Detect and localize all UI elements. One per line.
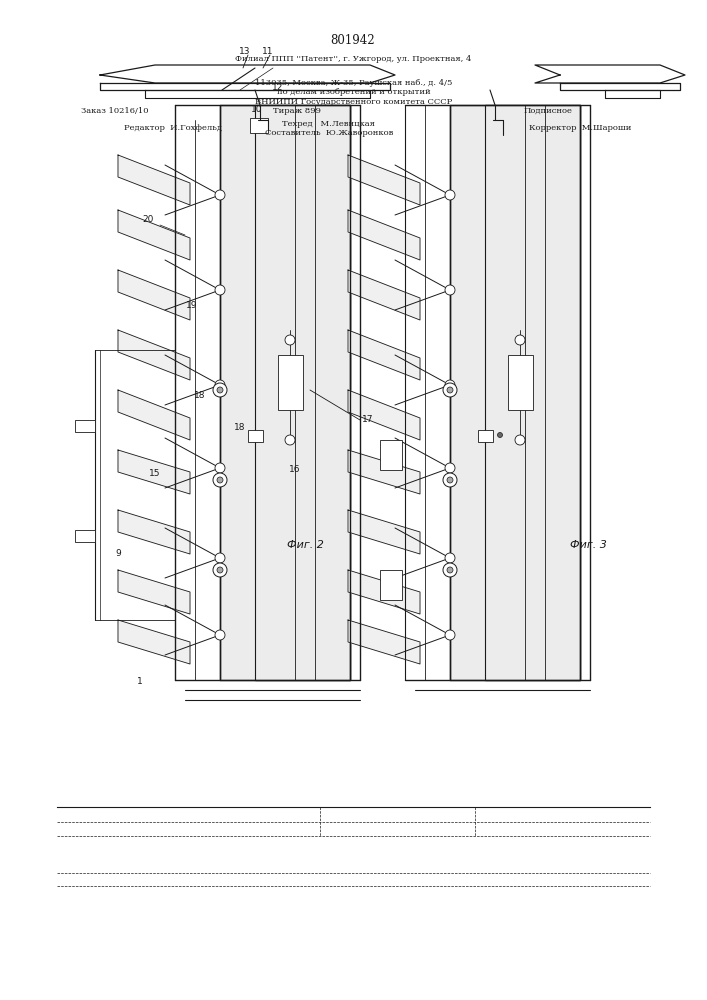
- Text: 801942: 801942: [331, 33, 375, 46]
- Text: 19: 19: [186, 300, 198, 310]
- Polygon shape: [118, 510, 190, 554]
- Polygon shape: [118, 270, 190, 320]
- Polygon shape: [535, 65, 685, 83]
- Circle shape: [445, 463, 455, 473]
- Text: Тираж 899: Тираж 899: [273, 107, 321, 115]
- Circle shape: [515, 435, 525, 445]
- Polygon shape: [118, 330, 190, 380]
- Polygon shape: [348, 390, 420, 440]
- Circle shape: [447, 567, 453, 573]
- Polygon shape: [348, 620, 420, 664]
- Polygon shape: [118, 570, 190, 614]
- Bar: [380, 440, 402, 470]
- Polygon shape: [100, 83, 390, 90]
- Text: 17: 17: [362, 416, 374, 424]
- Polygon shape: [100, 65, 395, 83]
- Text: Подписное: Подписное: [523, 107, 573, 115]
- Circle shape: [445, 630, 455, 640]
- Bar: [75, 530, 95, 542]
- Text: ВНИИПИ Государственного комитета СССР: ВНИИПИ Государственного комитета СССР: [255, 98, 452, 105]
- Text: Фиг. 2: Фиг. 2: [286, 540, 323, 550]
- Text: 18: 18: [194, 390, 206, 399]
- Text: 10: 10: [251, 105, 263, 114]
- Bar: [478, 430, 493, 442]
- Bar: [250, 118, 268, 133]
- Text: Фиг. 3: Фиг. 3: [570, 540, 607, 550]
- Bar: [75, 420, 95, 432]
- Text: 1: 1: [137, 678, 143, 686]
- Polygon shape: [605, 90, 660, 98]
- Text: 11: 11: [262, 47, 274, 56]
- Circle shape: [447, 477, 453, 483]
- Polygon shape: [118, 450, 190, 494]
- Text: 9: 9: [115, 548, 121, 558]
- Bar: [485, 105, 580, 680]
- Text: 18: 18: [234, 424, 246, 432]
- Circle shape: [445, 190, 455, 200]
- Polygon shape: [348, 330, 420, 380]
- Bar: [508, 355, 533, 410]
- Text: 13: 13: [239, 47, 251, 56]
- Circle shape: [215, 630, 225, 640]
- Circle shape: [445, 553, 455, 563]
- Circle shape: [217, 567, 223, 573]
- Polygon shape: [348, 270, 420, 320]
- Circle shape: [215, 463, 225, 473]
- Circle shape: [217, 387, 223, 393]
- Text: Редактор  И.Гохфельд: Редактор И.Гохфельд: [124, 123, 222, 131]
- Bar: [450, 105, 580, 680]
- Circle shape: [213, 473, 227, 487]
- Circle shape: [515, 335, 525, 345]
- Circle shape: [217, 477, 223, 483]
- Text: 20: 20: [142, 216, 153, 225]
- Circle shape: [215, 380, 225, 390]
- Polygon shape: [118, 210, 190, 260]
- Text: 12: 12: [272, 84, 284, 93]
- Text: по делам изобретений и открытий: по делам изобретений и открытий: [276, 88, 431, 96]
- Polygon shape: [348, 570, 420, 614]
- Circle shape: [285, 435, 295, 445]
- Text: Корректор  М.Шароши: Корректор М.Шароши: [529, 124, 631, 132]
- Bar: [278, 355, 303, 410]
- Circle shape: [443, 383, 457, 397]
- Text: Филиал ППП ''Патент'', г. Ужгород, ул. Проектная, 4: Филиал ППП ''Патент'', г. Ужгород, ул. П…: [235, 55, 472, 63]
- Bar: [248, 430, 263, 442]
- Circle shape: [215, 190, 225, 200]
- Circle shape: [445, 380, 455, 390]
- Bar: [220, 105, 350, 680]
- Polygon shape: [348, 510, 420, 554]
- Circle shape: [498, 432, 503, 438]
- Polygon shape: [348, 450, 420, 494]
- Circle shape: [443, 473, 457, 487]
- Text: 113035, Москва, Ж-35, Раушская наб., д. 4/5: 113035, Москва, Ж-35, Раушская наб., д. …: [255, 79, 452, 87]
- Text: Заказ 10216/10: Заказ 10216/10: [81, 107, 148, 115]
- Polygon shape: [348, 155, 420, 205]
- Circle shape: [213, 563, 227, 577]
- Polygon shape: [118, 620, 190, 664]
- Text: Техред   М.Левицкая: Техред М.Левицкая: [282, 119, 375, 127]
- Text: Составитель  Ю.Жаворонков: Составитель Ю.Жаворонков: [264, 129, 393, 137]
- Text: 16: 16: [289, 466, 300, 475]
- Bar: [380, 570, 402, 600]
- Circle shape: [213, 383, 227, 397]
- Polygon shape: [145, 90, 370, 98]
- Polygon shape: [118, 155, 190, 205]
- Circle shape: [443, 563, 457, 577]
- Circle shape: [215, 553, 225, 563]
- Circle shape: [215, 285, 225, 295]
- Circle shape: [445, 285, 455, 295]
- Polygon shape: [560, 83, 680, 90]
- Bar: [255, 105, 350, 680]
- Circle shape: [285, 335, 295, 345]
- Text: 15: 15: [149, 468, 160, 478]
- Circle shape: [447, 387, 453, 393]
- Polygon shape: [348, 210, 420, 260]
- Polygon shape: [118, 390, 190, 440]
